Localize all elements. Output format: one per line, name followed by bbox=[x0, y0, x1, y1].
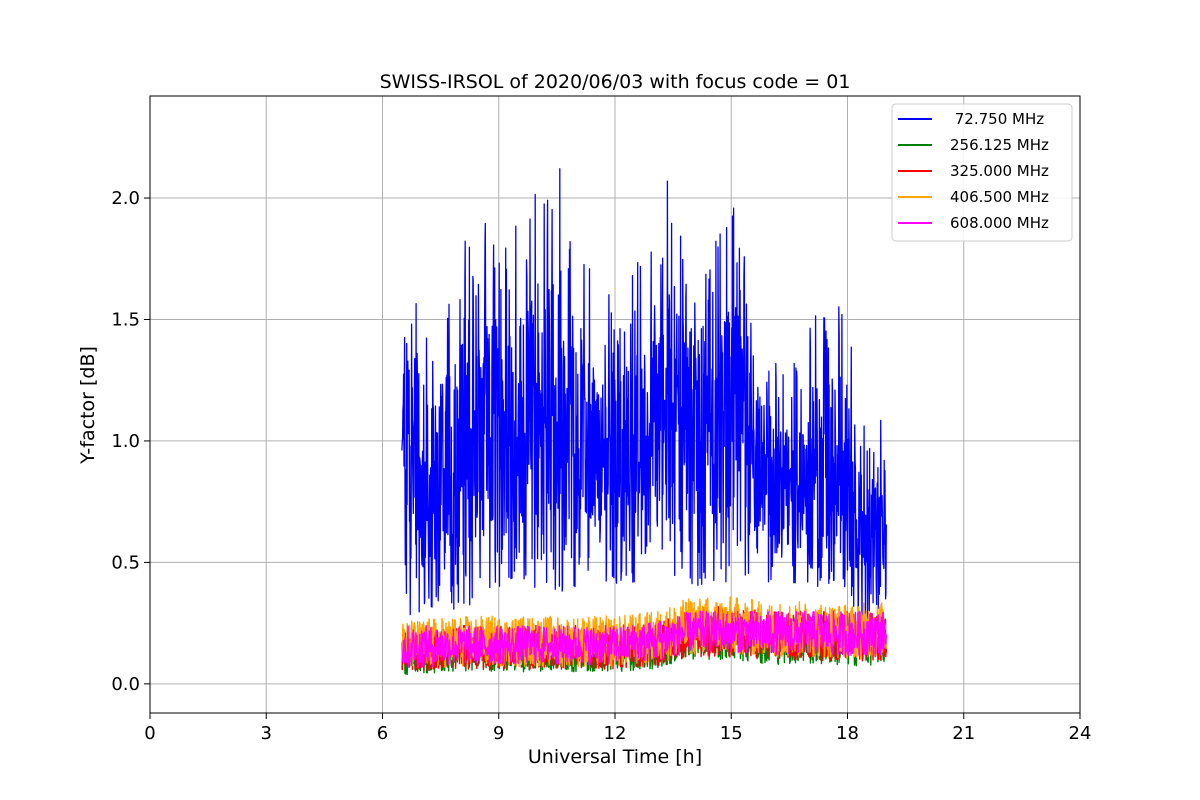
series-line-0 bbox=[401, 168, 887, 627]
legend: 72.750 MHz 256.125 MHz 325.000 MHz 406.500 … bbox=[891, 103, 1073, 242]
x-tick-label-5: 15 bbox=[720, 723, 743, 744]
x-tick-label-3: 9 bbox=[493, 723, 504, 744]
y-axis: 0.0 0.5 1.0 1.5 2.0 bbox=[111, 188, 150, 695]
x-tick-label-4: 12 bbox=[604, 723, 627, 744]
x-axis-label: Universal Time [h] bbox=[528, 746, 702, 768]
x-axis: 0 3 6 9 12 15 18 21 24 bbox=[144, 713, 1091, 744]
legend-label-4: 608.000 MHz bbox=[950, 214, 1049, 232]
x-tick-label-1: 3 bbox=[261, 723, 272, 744]
x-tick-label-6: 18 bbox=[836, 723, 859, 744]
chart-title: SWISS-IRSOL of 2020/06/03 with focus cod… bbox=[380, 71, 851, 93]
y-tick-label-2: 1.0 bbox=[111, 431, 140, 452]
x-tick-label-8: 24 bbox=[1069, 723, 1092, 744]
legend-box bbox=[891, 103, 1073, 242]
legend-label-3: 406.500 MHz bbox=[950, 188, 1049, 206]
x-tick-label-0: 0 bbox=[144, 723, 155, 744]
series-layer bbox=[401, 168, 887, 675]
series-line-4 bbox=[401, 610, 887, 668]
y-tick-label-0: 0.0 bbox=[111, 674, 140, 695]
y-tick-label-3: 1.5 bbox=[111, 309, 140, 330]
x-tick-label-2: 6 bbox=[377, 723, 388, 744]
y-tick-label-1: 0.5 bbox=[111, 552, 140, 573]
legend-label-1: 256.125 MHz bbox=[950, 136, 1049, 154]
y-tick-label-4: 2.0 bbox=[111, 188, 140, 209]
y-axis-label: Y-factor [dB] bbox=[77, 346, 99, 465]
x-tick-label-7: 21 bbox=[952, 723, 975, 744]
legend-label-0: 72.750 MHz bbox=[950, 110, 1044, 128]
legend-label-2: 325.000 MHz bbox=[950, 162, 1049, 180]
